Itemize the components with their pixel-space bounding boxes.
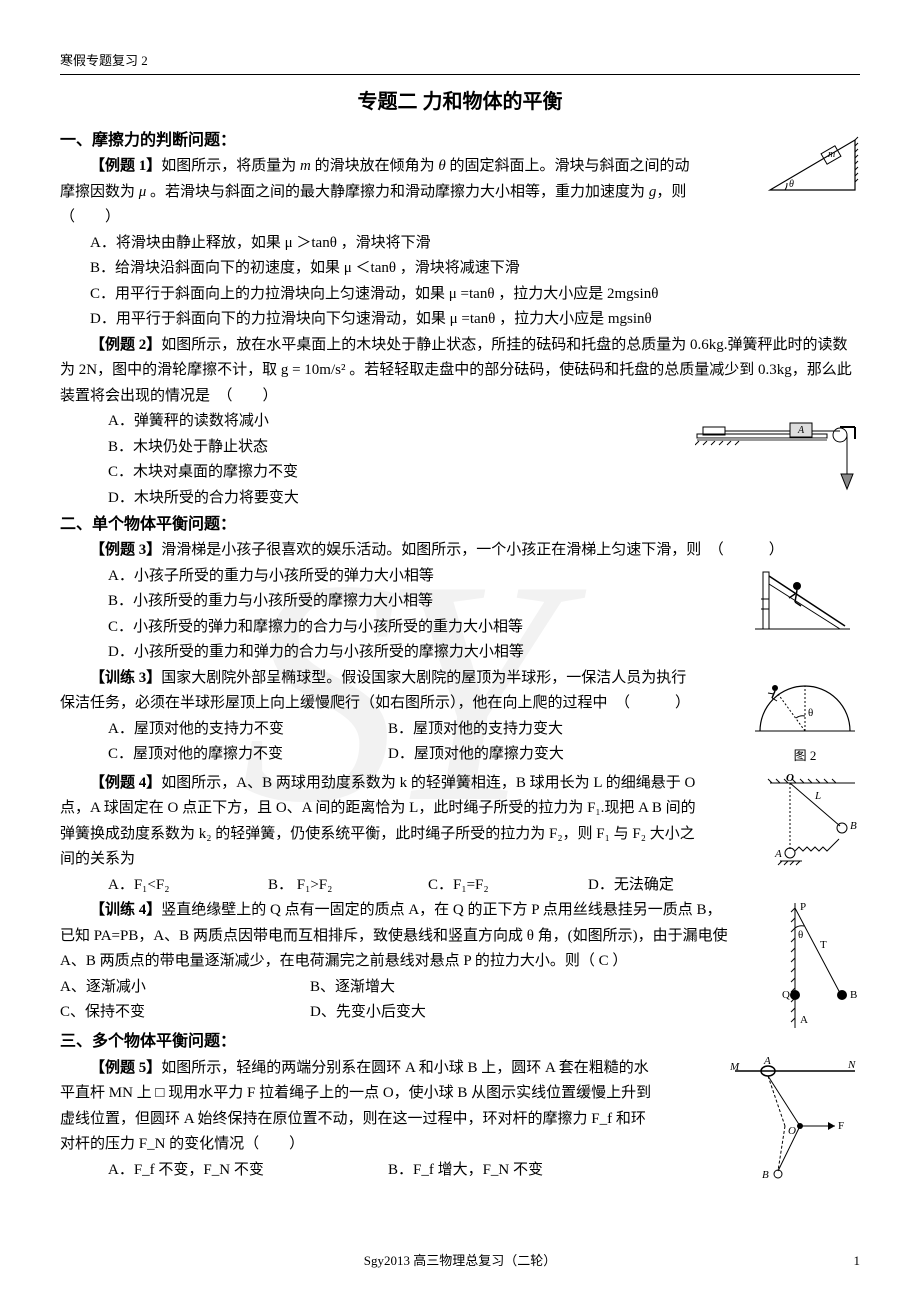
ex4-optD: D．无法确定 bbox=[588, 873, 748, 899]
svg-text:A: A bbox=[763, 1056, 771, 1067]
running-header: 寒假专题复习 2 bbox=[60, 50, 860, 75]
svg-text:L: L bbox=[814, 790, 821, 802]
section3-head: 三、多个物体平衡问题： bbox=[60, 1028, 860, 1055]
ex3-optD: D．小孩所受的重力和弹力的合力与小孩所受的摩擦力大小相等 bbox=[60, 640, 860, 666]
ex4-label: 【例题 4】 bbox=[90, 775, 161, 791]
ex1-text4: 。若滑块与斜面之间的最大静摩擦力和滑动摩擦力大小相等，重力加速度为 bbox=[146, 184, 649, 200]
svg-text:M: M bbox=[730, 1061, 740, 1073]
ex1-optD: D．用平行于斜面向下的力拉滑块向下匀速滑动，如果 μ =tanθ ，拉力大小应是… bbox=[60, 307, 860, 333]
ex1-optA: A．将滑块由静止释放，如果 μ ＞tanθ ，滑块将下滑 bbox=[60, 231, 860, 257]
tr3-label: 【训练 3】 bbox=[90, 670, 161, 686]
ex4-optA: A．F₁<F₂ bbox=[108, 873, 268, 899]
svg-text:T: T bbox=[820, 939, 827, 951]
svg-text:F: F bbox=[838, 1120, 844, 1132]
svg-text:A: A bbox=[774, 848, 782, 860]
tr4-optA: A、逐渐减小 bbox=[60, 975, 310, 1001]
svg-text:B: B bbox=[850, 989, 857, 1001]
tr4-label: 【训练 4】 bbox=[90, 902, 161, 918]
ex1-m: m bbox=[300, 158, 311, 174]
ex3-optC: C．小孩所受的弹力和摩擦力的合力与小孩所受的重力大小相等 bbox=[60, 615, 860, 641]
svg-text:N: N bbox=[847, 1059, 856, 1071]
page-number: 1 bbox=[854, 1250, 861, 1272]
svg-text:θ: θ bbox=[789, 179, 794, 190]
footer-text: Sgy2013 高三物理总复习（二轮） bbox=[364, 1253, 556, 1268]
ex1-label: 【例题 1】 bbox=[90, 158, 161, 174]
svg-text:B: B bbox=[762, 1169, 769, 1181]
ex3-optA: A．小孩子所受的重力与小孩所受的弹力大小相等 bbox=[60, 564, 860, 590]
ex5-optA: A．F_f 不变，F_N 不变 bbox=[108, 1158, 388, 1184]
figure-ring-icon: M N A O F B bbox=[730, 1056, 860, 1186]
section2-head: 二、单个物体平衡问题： bbox=[60, 511, 860, 538]
svg-text:B: B bbox=[850, 820, 857, 832]
ex3-optB: B．小孩所受的重力与小孩所受的摩擦力大小相等 bbox=[60, 589, 860, 615]
tr4-optB: B、逐渐增大 bbox=[310, 975, 560, 1001]
fig2-caption: 图 2 bbox=[750, 745, 860, 767]
ex1-optB: B．给滑块沿斜面向下的初速度，如果 μ ＜tanθ ，滑块将减速下滑 bbox=[60, 256, 860, 282]
tr4-body: 竖直绝缘壁上的 Q 点有一固定的质点 A，在 Q 的正下方 P 点用丝线悬挂另一… bbox=[60, 902, 728, 969]
ex4-optC: C．F₁=F₂ bbox=[428, 873, 588, 899]
figure-slide-icon bbox=[745, 554, 860, 639]
svg-text:O: O bbox=[788, 1125, 796, 1137]
svg-text:θ: θ bbox=[808, 707, 813, 719]
svg-text:Q: Q bbox=[782, 989, 790, 1001]
svg-text:θ: θ bbox=[798, 929, 803, 941]
ex3-body: 滑滑梯是小孩子很喜欢的娱乐活动。如图所示，一个小孩正在滑梯上匀速下滑，则 （ ） bbox=[161, 542, 784, 558]
tr3-optC: C．屋顶对他的摩擦力不变 bbox=[108, 742, 388, 768]
tr3-optA: A．屋顶对他的支持力不变 bbox=[108, 717, 388, 743]
section1-head: 一、摩擦力的判断问题： bbox=[60, 127, 860, 154]
ex3-label: 【例题 3】 bbox=[90, 542, 161, 558]
page-title: 专题二 力和物体的平衡 bbox=[60, 85, 860, 119]
tr3-optB: B．屋顶对他的支持力变大 bbox=[388, 717, 668, 743]
tr4-optC: C、保持不变 bbox=[60, 1000, 310, 1026]
svg-text:m: m bbox=[828, 149, 835, 160]
figure-incline-icon: m θ bbox=[765, 135, 860, 195]
figure-charge-icon: P θ T Q B A bbox=[780, 898, 860, 1033]
figure-dome-icon: θ bbox=[750, 666, 860, 736]
ex1-text2: 的滑块放在倾角为 bbox=[311, 158, 439, 174]
ex4-optB: B． F₁>F₂ bbox=[268, 873, 428, 899]
ex5-label: 【例题 5】 bbox=[90, 1060, 161, 1076]
ex1-theta: θ bbox=[438, 158, 445, 174]
ex2-label: 【例题 2】 bbox=[90, 337, 161, 353]
ex1-optC: C．用平行于斜面向上的力拉滑块向上匀速滑动，如果 μ =tanθ ，拉力大小应是… bbox=[60, 282, 860, 308]
ex1-text1: 如图所示，将质量为 bbox=[161, 158, 300, 174]
ex2-body: 如图所示，放在水平桌面上的木块处于静止状态，所挂的砝码和托盘的总质量为 0.6k… bbox=[60, 337, 852, 404]
tr3-optD: D．屋顶对他的摩擦力变大 bbox=[388, 742, 668, 768]
figure-pulley-icon: A bbox=[695, 409, 860, 499]
svg-text:A: A bbox=[800, 1014, 808, 1026]
tr4-optD: D、先变小后变大 bbox=[310, 1000, 560, 1026]
svg-text:O: O bbox=[786, 772, 794, 784]
svg-text:A: A bbox=[797, 425, 805, 436]
svg-text:P: P bbox=[800, 901, 806, 913]
ex5-optB: B．F_f 增大，F_N 不变 bbox=[388, 1158, 668, 1184]
figure-spring-icon: O L B A bbox=[760, 771, 860, 881]
